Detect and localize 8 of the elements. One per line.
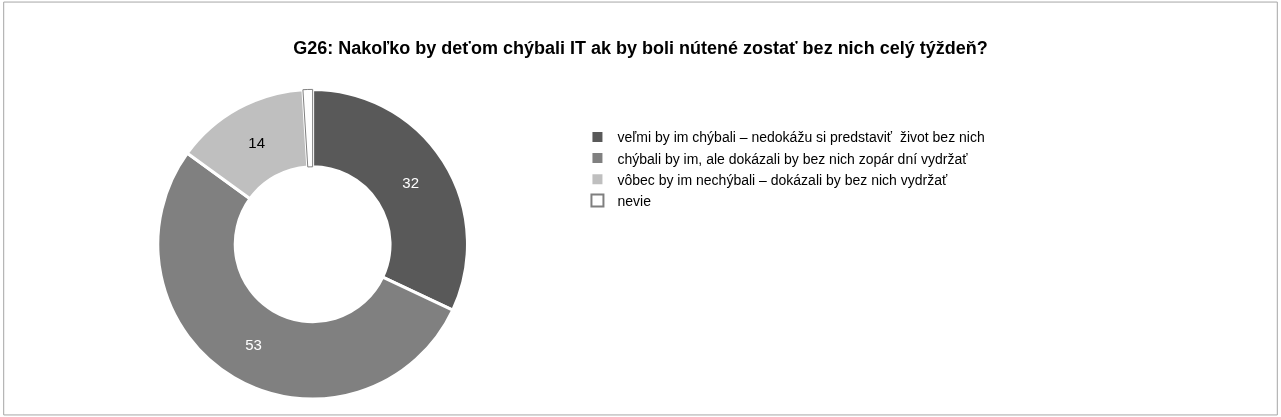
data-label: 53 [245, 335, 262, 353]
legend-label: nevie [617, 192, 652, 209]
legend-label: veľmi by im chýbali – nedokážu si predstaviť život bez nich [617, 129, 985, 146]
data-label: 32 [402, 173, 420, 191]
chart-title: G26: Nakoľko by deťom chýbali IT ak by boli nútené zostať bez nich celý týždeň? [293, 38, 988, 59]
legend-label: vôbec by im nechýbali – dokázali by bez nich vydržať [617, 171, 948, 188]
data-label: 14 [248, 133, 266, 151]
legend-label: chýbali by im, ale dokázali by bez nich zopár dní vydržať [617, 150, 969, 167]
